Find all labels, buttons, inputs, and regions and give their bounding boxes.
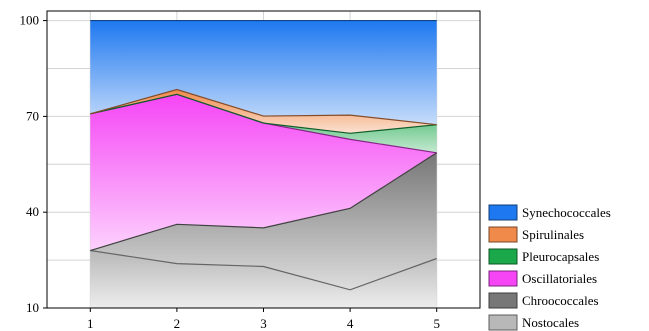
area-synechococcales [90, 20, 437, 125]
area-boundaries [90, 19, 438, 291]
y-tick-label: 100 [20, 13, 40, 28]
line-nostocales [90, 249, 437, 291]
legend-label: Pleurocapsales [522, 249, 599, 264]
legend-swatch [488, 314, 518, 331]
legend-swatch [488, 226, 518, 243]
x-tick-label: 5 [433, 316, 440, 331]
x-tick-label: 1 [87, 316, 94, 331]
area-spirulinales [90, 89, 437, 134]
legend-label: Nostocales [522, 315, 579, 330]
area-layers [90, 20, 437, 308]
x-tick-label: 4 [347, 316, 354, 331]
area-oscillatoriales [90, 94, 437, 251]
legend-swatch [488, 248, 518, 265]
y-tick-label: 40 [26, 204, 39, 219]
y-tick-label: 10 [26, 300, 39, 315]
line-chroococcales [90, 152, 438, 252]
legend-swatch [488, 270, 518, 287]
y-tick-label: 70 [26, 108, 39, 123]
legend-swatch [488, 292, 518, 309]
x-tick-label: 2 [174, 316, 181, 331]
area-nostocales [90, 250, 437, 308]
legend-label: Synechococcales [522, 205, 611, 220]
y-axis: 10 40 70 100 [20, 13, 47, 315]
line-pleurocapsales [90, 93, 437, 134]
area-chroococcales [90, 152, 437, 290]
legend-label: Chroococcales [522, 293, 599, 308]
x-axis: 1 2 3 4 5 [87, 308, 440, 331]
legend: Synechococcales Spirulinales Pleurocapsale… [488, 204, 611, 331]
area-pleurocapsales [90, 94, 437, 153]
line-spirulinales [90, 88, 437, 126]
x-tick-label: 3 [260, 316, 267, 331]
legend-swatch [488, 204, 518, 221]
legend-label: Oscillatoriales [522, 271, 597, 286]
legend-label: Spirulinales [522, 227, 584, 242]
